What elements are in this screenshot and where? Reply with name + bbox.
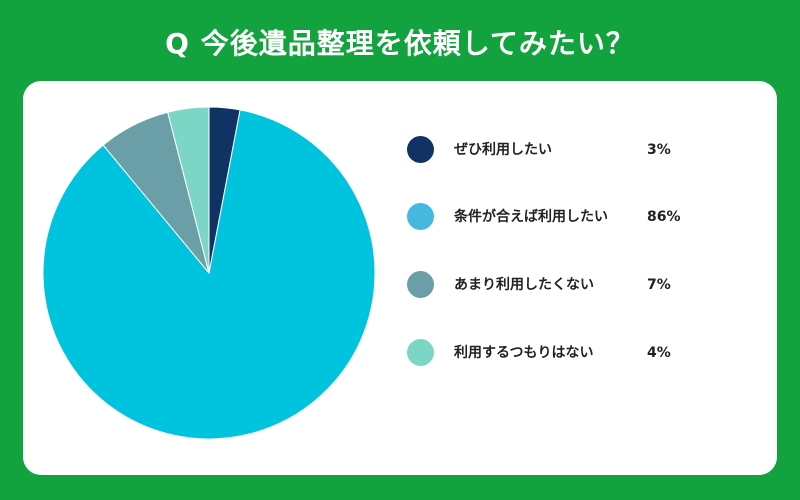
legend-swatch-3 [407, 339, 434, 366]
legend-value-2: 7% [647, 277, 671, 293]
chart-card: ぜひ利用したい 3% 条件が合えば利用したい 86% あまり利用したくない 7%… [23, 81, 777, 475]
pie-slices [42, 106, 376, 440]
legend-item-1: 条件が合えば利用したい 86% [407, 201, 707, 233]
legend-swatch-2 [407, 271, 434, 298]
legend-label-3: 利用するつもりはない [454, 345, 594, 361]
legend-value-3: 4% [647, 345, 671, 361]
legend-item-3: 利用するつもりはない 4% [407, 337, 707, 369]
legend-value-0: 3% [647, 142, 671, 158]
pie-chart [42, 106, 376, 440]
legend-item-2: あまり利用したくない 7% [407, 269, 707, 301]
legend-item-0: ぜひ利用したい 3% [407, 134, 707, 166]
chart-title: Q 今後遺品整理を依頼してみたい？ [165, 27, 635, 60]
legend-label-2: あまり利用したくない [454, 277, 594, 293]
legend-swatch-0 [407, 136, 434, 163]
pie-slice-3 [167, 106, 210, 274]
legend-value-1: 86% [647, 209, 681, 225]
legend-label-1: 条件が合えば利用したい [454, 209, 608, 225]
legend-swatch-1 [407, 203, 434, 230]
pie-slice-1 [42, 109, 376, 440]
legend-label-0: ぜひ利用したい [454, 142, 552, 158]
